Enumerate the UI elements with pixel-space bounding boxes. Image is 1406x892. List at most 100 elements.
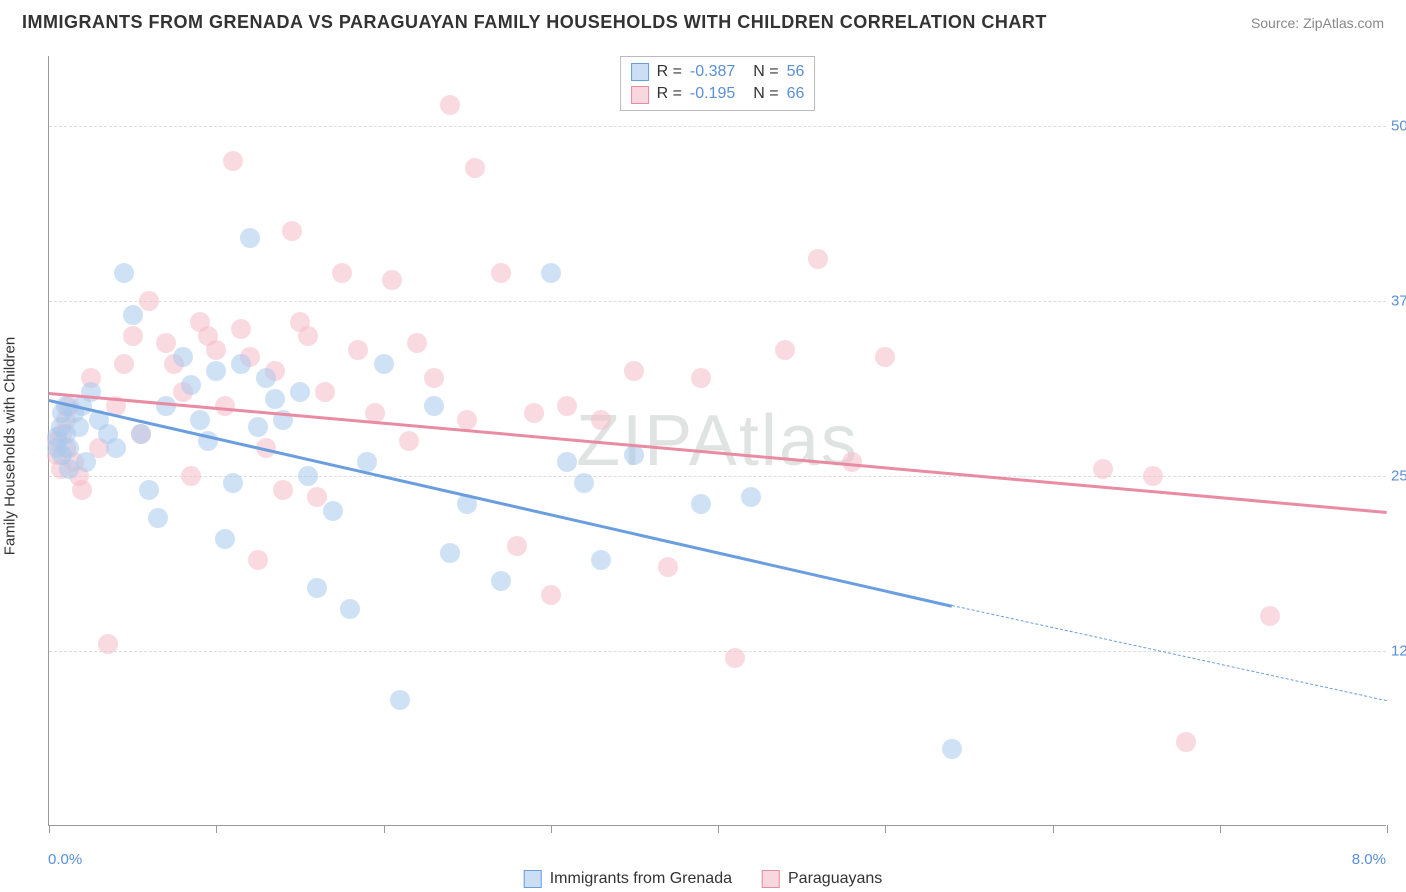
x-tick — [216, 825, 217, 833]
gridline — [49, 301, 1386, 302]
stat-n-label: N = — [753, 83, 778, 105]
data-point — [440, 95, 460, 115]
data-point — [1093, 459, 1113, 479]
data-point — [282, 221, 302, 241]
data-point — [491, 571, 511, 591]
data-point — [114, 263, 134, 283]
data-point — [340, 599, 360, 619]
stat-r-label: R = — [657, 83, 682, 105]
data-point — [181, 375, 201, 395]
legend-swatch — [762, 870, 780, 888]
data-point — [231, 354, 251, 374]
scatter-chart: ZIPAtlas R = -0.387N = 56R = -0.195N = 6… — [48, 56, 1386, 826]
data-point — [942, 739, 962, 759]
data-point — [98, 634, 118, 654]
data-point — [131, 424, 151, 444]
data-point — [273, 480, 293, 500]
data-point — [206, 361, 226, 381]
data-point — [231, 319, 251, 339]
source-label: Source: ZipAtlas.com — [1251, 15, 1384, 31]
data-point — [223, 473, 243, 493]
stat-n-value: 66 — [787, 83, 805, 105]
data-point — [624, 361, 644, 381]
data-point — [591, 550, 611, 570]
data-point — [574, 473, 594, 493]
data-point — [465, 158, 485, 178]
data-point — [298, 466, 318, 486]
data-point — [69, 417, 89, 437]
data-point — [123, 305, 143, 325]
x-axis-end: 8.0% — [1352, 851, 1386, 868]
x-tick — [49, 825, 50, 833]
data-point — [206, 340, 226, 360]
stats-row: R = -0.195N = 66 — [631, 83, 805, 105]
x-axis-start: 0.0% — [48, 851, 82, 868]
data-point — [156, 333, 176, 353]
x-tick — [718, 825, 719, 833]
data-point — [1260, 606, 1280, 626]
data-point — [658, 557, 678, 577]
stat-n-label: N = — [753, 61, 778, 83]
data-point — [139, 480, 159, 500]
stat-n-value: 56 — [787, 61, 805, 83]
data-point — [507, 536, 527, 556]
data-point — [390, 690, 410, 710]
data-point — [624, 445, 644, 465]
data-point — [72, 480, 92, 500]
stat-r-label: R = — [657, 61, 682, 83]
data-point — [59, 438, 79, 458]
data-point — [106, 438, 126, 458]
data-point — [156, 396, 176, 416]
legend-item: Paraguayans — [762, 870, 882, 888]
trend-line — [952, 605, 1387, 701]
data-point — [81, 382, 101, 402]
data-point — [541, 585, 561, 605]
data-point — [457, 410, 477, 430]
stats-legend-box: R = -0.387N = 56R = -0.195N = 66 — [620, 56, 816, 111]
data-point — [875, 347, 895, 367]
legend-swatch — [524, 870, 542, 888]
data-point — [691, 494, 711, 514]
data-point — [298, 326, 318, 346]
legend-item: Immigrants from Grenada — [524, 870, 732, 888]
watermark: ZIPAtlas — [576, 400, 859, 482]
data-point — [114, 354, 134, 374]
y-tick-label: 50.0% — [1391, 118, 1406, 135]
data-point — [407, 333, 427, 353]
x-tick — [1387, 825, 1388, 833]
gridline — [49, 651, 1386, 652]
data-point — [307, 487, 327, 507]
data-point — [691, 368, 711, 388]
trend-line — [49, 392, 1387, 513]
data-point — [181, 466, 201, 486]
data-point — [139, 291, 159, 311]
data-point — [557, 452, 577, 472]
data-point — [1176, 732, 1196, 752]
x-tick — [1053, 825, 1054, 833]
data-point — [741, 487, 761, 507]
x-tick — [1220, 825, 1221, 833]
data-point — [123, 326, 143, 346]
data-point — [256, 368, 276, 388]
data-point — [541, 263, 561, 283]
data-point — [290, 382, 310, 402]
data-point — [557, 396, 577, 416]
x-tick — [885, 825, 886, 833]
data-point — [240, 228, 260, 248]
data-point — [173, 347, 193, 367]
data-point — [424, 396, 444, 416]
data-point — [591, 410, 611, 430]
y-tick-label: 12.5% — [1391, 643, 1406, 660]
chart-title: IMMIGRANTS FROM GRENADA VS PARAGUAYAN FA… — [22, 12, 1047, 33]
data-point — [323, 501, 343, 521]
data-point — [76, 452, 96, 472]
data-point — [725, 648, 745, 668]
data-point — [248, 550, 268, 570]
data-point — [491, 263, 511, 283]
data-point — [399, 431, 419, 451]
data-point — [190, 410, 210, 430]
x-tick — [384, 825, 385, 833]
data-point — [248, 417, 268, 437]
data-point — [524, 403, 544, 423]
legend-label: Immigrants from Grenada — [550, 870, 732, 888]
